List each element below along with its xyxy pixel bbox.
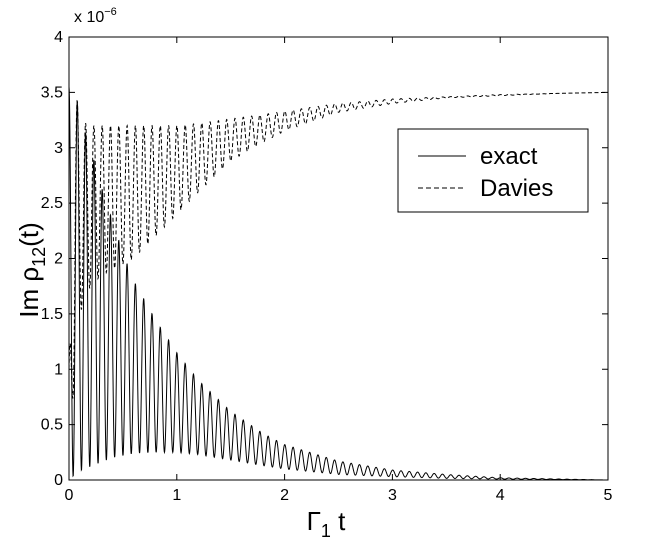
x-tick-label: 0 bbox=[65, 487, 74, 504]
y-axis-label: Im ρ12(t) bbox=[14, 222, 49, 317]
axes-layer bbox=[68, 36, 609, 481]
y-tick-label: 3 bbox=[54, 140, 63, 157]
legend-label-exact: exact bbox=[480, 143, 538, 170]
legend: exact Davies bbox=[397, 128, 589, 213]
y-tick-label: 1 bbox=[54, 361, 63, 378]
y-tick-label: 4 bbox=[54, 29, 63, 46]
y-tick-label: 0 bbox=[54, 472, 63, 489]
plot-frame bbox=[68, 36, 609, 481]
series-line-davies bbox=[68, 91, 608, 399]
ticks-layer: 0 1 2 3 4 5 0 0.5 1 1.5 2 2.5 3 3.5 4 bbox=[41, 29, 613, 504]
x-tick-label: 2 bbox=[280, 487, 289, 504]
x-axis-label: Γ1 t bbox=[307, 506, 347, 538]
legend-box bbox=[397, 128, 589, 213]
y-tick-label: 2 bbox=[54, 251, 63, 268]
y-tick-label: 1.5 bbox=[41, 306, 63, 323]
x-tick-label: 4 bbox=[496, 487, 505, 504]
x-tick-label: 5 bbox=[604, 487, 613, 504]
x-tick-label: 1 bbox=[172, 487, 181, 504]
series-line-exact bbox=[68, 86, 608, 481]
x-tick-label: 3 bbox=[388, 487, 397, 504]
y-tick-label: 3.5 bbox=[41, 84, 63, 101]
y-multiplier-label: x 10−6 bbox=[74, 6, 117, 26]
y-tick-label: 0.5 bbox=[41, 417, 63, 434]
y-tick-label: 2.5 bbox=[41, 195, 63, 212]
series-layer bbox=[68, 86, 608, 481]
legend-label-davies: Davies bbox=[480, 175, 553, 202]
